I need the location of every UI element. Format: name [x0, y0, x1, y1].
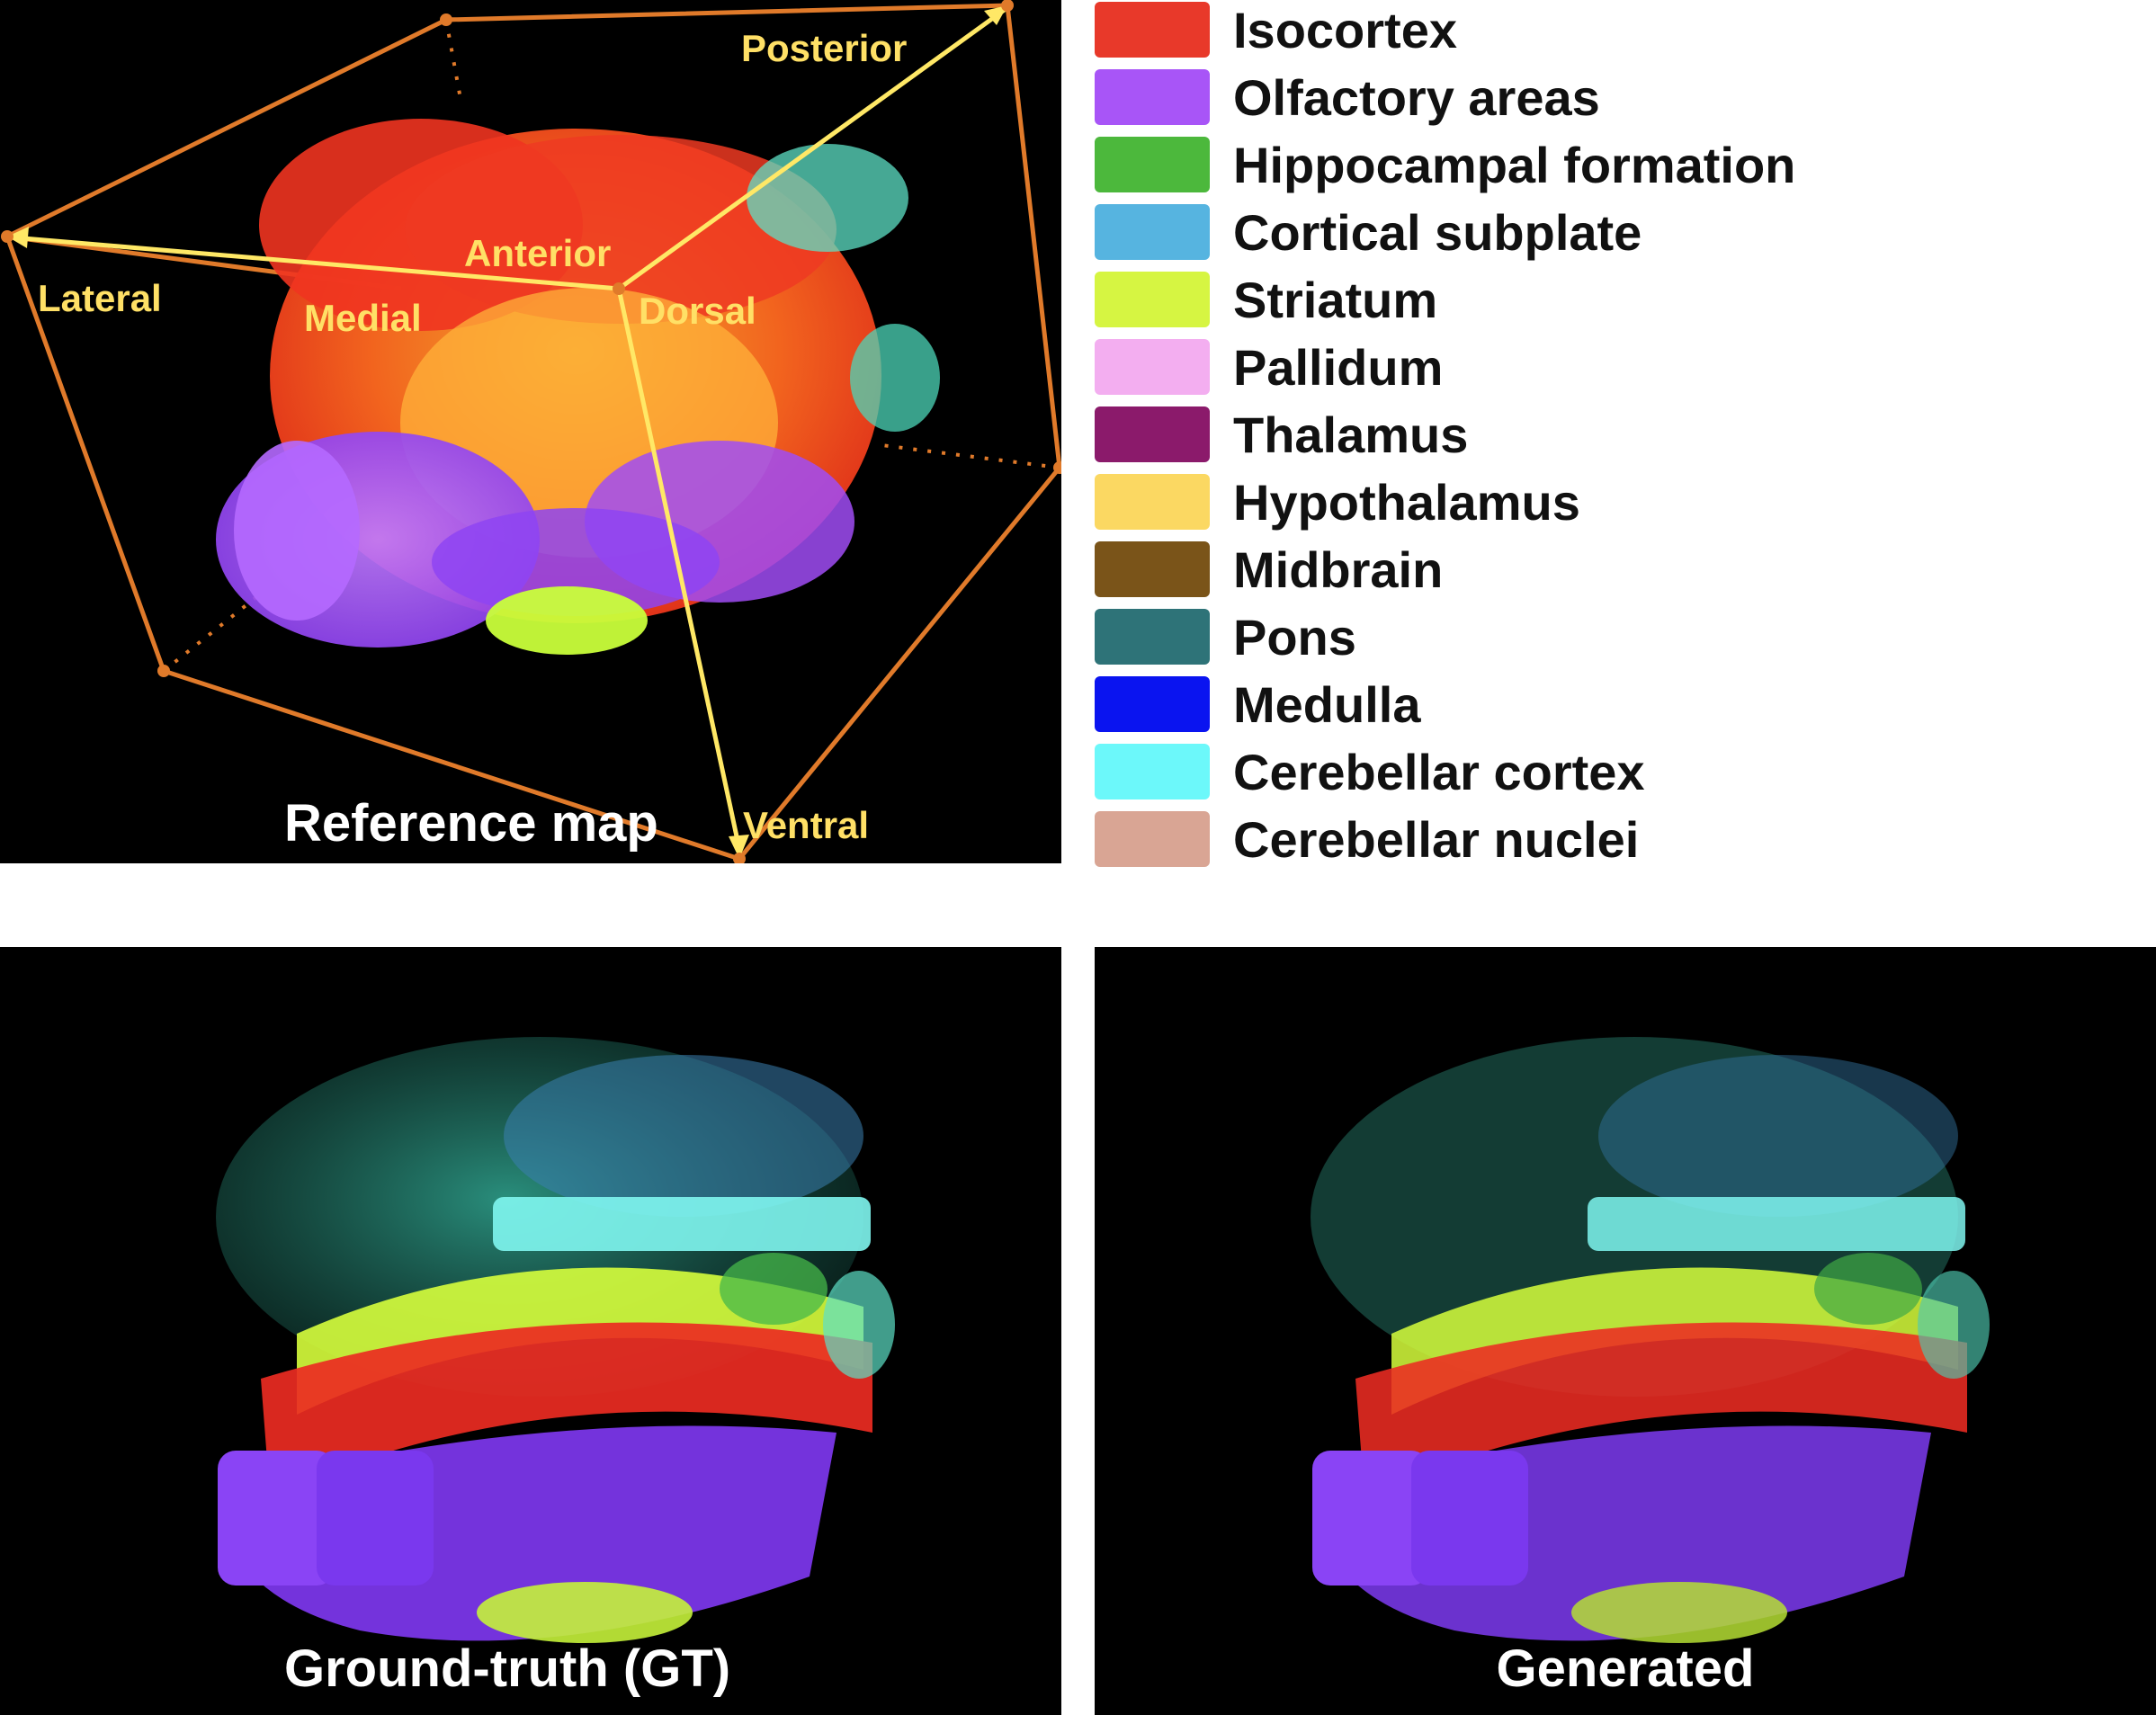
legend-item: Cortical subplate	[1095, 204, 1994, 262]
legend-swatch	[1095, 406, 1210, 462]
legend-swatch	[1095, 744, 1210, 799]
generated-panel: Generated	[1095, 947, 2156, 1715]
legend-label: Medulla	[1233, 676, 1421, 733]
legend-swatch	[1095, 2, 1210, 58]
legend-item: Isocortex	[1095, 2, 1994, 59]
reference-map-visual	[1, 0, 1061, 863]
legend-item: Striatum	[1095, 272, 1994, 329]
axis-label-lateral: Lateral	[38, 277, 162, 319]
legend-swatch	[1095, 204, 1210, 260]
box-vertices	[1, 0, 1061, 863]
legend-swatch	[1095, 609, 1210, 665]
legend-item: Medulla	[1095, 676, 1994, 734]
ground-truth-render	[216, 1037, 895, 1643]
axis-label-dorsal: Dorsal	[639, 290, 756, 332]
brain-reference-render	[216, 119, 940, 655]
legend-swatch	[1095, 272, 1210, 327]
legend-swatch	[1095, 474, 1210, 530]
legend-label: Thalamus	[1233, 406, 1469, 463]
legend-label: Striatum	[1233, 272, 1438, 328]
reference-map-panel: Posterior Anterior Lateral Medial Dorsal…	[0, 0, 1061, 863]
legend-swatch	[1095, 541, 1210, 597]
legend-item: Hippocampal formation	[1095, 137, 1994, 194]
hidden-edges	[162, 19, 1060, 673]
legend-swatch	[1095, 676, 1210, 732]
legend-swatch	[1095, 811, 1210, 867]
legend-item: Olfactory areas	[1095, 69, 1994, 127]
legend-swatch	[1095, 137, 1210, 192]
legend-label: Pons	[1233, 609, 1356, 665]
legend-item: Thalamus	[1095, 406, 1994, 464]
legend-item: Cerebellar nuclei	[1095, 811, 1994, 869]
legend-label: Pallidum	[1233, 339, 1444, 396]
generated-render	[1311, 1037, 1990, 1643]
legend-label: Hypothalamus	[1233, 474, 1580, 531]
legend-item: Cerebellar cortex	[1095, 744, 1994, 801]
axis-label-ventral: Ventral	[743, 804, 870, 846]
legend-label: Cerebellar nuclei	[1233, 811, 1640, 868]
legend-label: Isocortex	[1233, 2, 1457, 58]
legend-item: Midbrain	[1095, 541, 1994, 599]
axis-label-medial: Medial	[304, 297, 422, 339]
ground-truth-panel: Ground-truth (GT)	[0, 947, 1061, 1715]
legend-label: Olfactory areas	[1233, 69, 1600, 126]
region-legend: Isocortex Olfactory areas Hippocampal form…	[1095, 0, 2156, 868]
legend-swatch	[1095, 69, 1210, 125]
legend-item: Pons	[1095, 609, 1994, 666]
reference-map-title: Reference map	[284, 794, 658, 853]
legend-item: Pallidum	[1095, 339, 1994, 397]
axis-arrows	[12, 6, 1007, 850]
legend-label: Cerebellar cortex	[1233, 744, 1645, 800]
legend-swatch	[1095, 339, 1210, 395]
legend-label: Hippocampal formation	[1233, 137, 1796, 193]
ground-truth-title: Ground-truth (GT)	[284, 1639, 731, 1698]
legend-item: Hypothalamus	[1095, 474, 1994, 531]
axis-label-posterior: Posterior	[741, 27, 908, 69]
legend-label: Midbrain	[1233, 541, 1444, 598]
legend-label: Cortical subplate	[1233, 204, 1642, 261]
axis-label-anterior: Anterior	[464, 232, 612, 274]
arrow-heads	[7, 5, 1007, 859]
generated-title: Generated	[1496, 1639, 1755, 1698]
